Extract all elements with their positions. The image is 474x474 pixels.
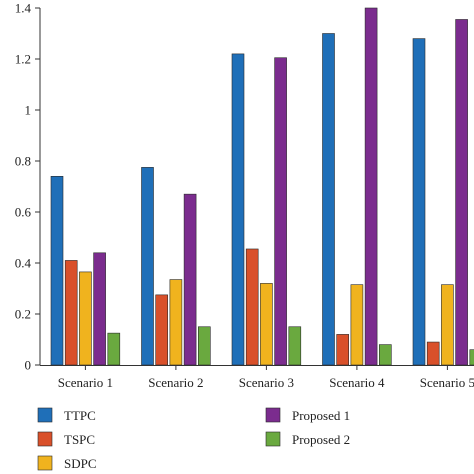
x-tick-label: Scenario 4 — [329, 375, 385, 390]
bar-sdpc-scenario-1 — [79, 271, 92, 366]
y-tick-label: 1.2 — [15, 52, 31, 67]
x-tick-label: Scenario 1 — [58, 375, 113, 390]
bar-ttpc-scenario-3 — [231, 53, 245, 366]
y-tick-label: 1 — [25, 103, 32, 118]
bar-ttpc-scenario-1 — [50, 176, 64, 366]
y-tick-label: 0 — [25, 358, 32, 373]
legend-swatch-tspc — [37, 431, 53, 447]
y-axis-ticks: 0 0.2 0.4 0.6 0.8 1 1.2 1.4 — [15, 1, 40, 373]
legend-swatch-sdpc — [37, 455, 53, 471]
y-tick-label: 0.8 — [15, 154, 31, 169]
bar-ttpc-scenario-5 — [412, 38, 426, 366]
legend-label: Proposed 2 — [292, 432, 350, 447]
bar-proposed-1-scenario-3 — [274, 57, 287, 366]
bar-proposed-2-scenario-1 — [107, 332, 121, 366]
y-tick-label: 1.4 — [15, 1, 32, 16]
bar-proposed-1-scenario-5 — [455, 19, 468, 366]
x-tick-label: Scenario 3 — [239, 375, 294, 390]
y-tick-label: 0.6 — [15, 205, 32, 220]
bar-tspc-scenario-4 — [336, 334, 350, 366]
legend-label: SDPC — [64, 456, 97, 471]
legend-swatch-proposed-2 — [265, 431, 281, 447]
y-tick-label: 0.2 — [15, 307, 31, 322]
bars-group — [50, 7, 474, 366]
bar-proposed-2-scenario-3 — [288, 326, 302, 366]
bar-sdpc-scenario-5 — [441, 284, 454, 366]
bar-tspc-scenario-3 — [245, 248, 259, 366]
bar-proposed-2-scenario-2 — [198, 326, 211, 366]
bar-proposed-2-scenario-4 — [378, 344, 392, 366]
axes-group — [39, 8, 474, 366]
x-tick-label: Scenario 2 — [148, 375, 203, 390]
bar-proposed-1-scenario-1 — [93, 252, 106, 366]
bar-tspc-scenario-5 — [426, 341, 440, 366]
legend-label: TTPC — [64, 408, 96, 423]
bar-ttpc-scenario-2 — [141, 167, 154, 366]
legend-label: TSPC — [64, 432, 95, 447]
bar-proposed-2-scenario-5 — [469, 349, 474, 366]
bar-proposed-1-scenario-2 — [183, 193, 197, 366]
bar-tspc-scenario-1 — [64, 260, 78, 366]
bar-tspc-scenario-2 — [155, 294, 168, 366]
legend: TTPC TSPC SDPC Proposed 1 Proposed 2 — [37, 407, 350, 471]
x-tick-label: Scenario 5 — [420, 375, 474, 390]
bar-sdpc-scenario-3 — [260, 283, 273, 366]
bar-sdpc-scenario-4 — [350, 284, 364, 366]
y-tick-label: 0.4 — [15, 256, 32, 271]
bar-ttpc-scenario-4 — [322, 33, 335, 366]
x-axis-ticks: Scenario 1 Scenario 2 Scenario 3 Scenario 4… — [58, 365, 474, 390]
bar-sdpc-scenario-2 — [169, 279, 183, 366]
legend-label: Proposed 1 — [292, 408, 350, 423]
legend-swatch-proposed-1 — [265, 407, 281, 423]
bar-proposed-1-scenario-4 — [364, 7, 378, 366]
legend-swatch-ttpc — [37, 407, 53, 423]
